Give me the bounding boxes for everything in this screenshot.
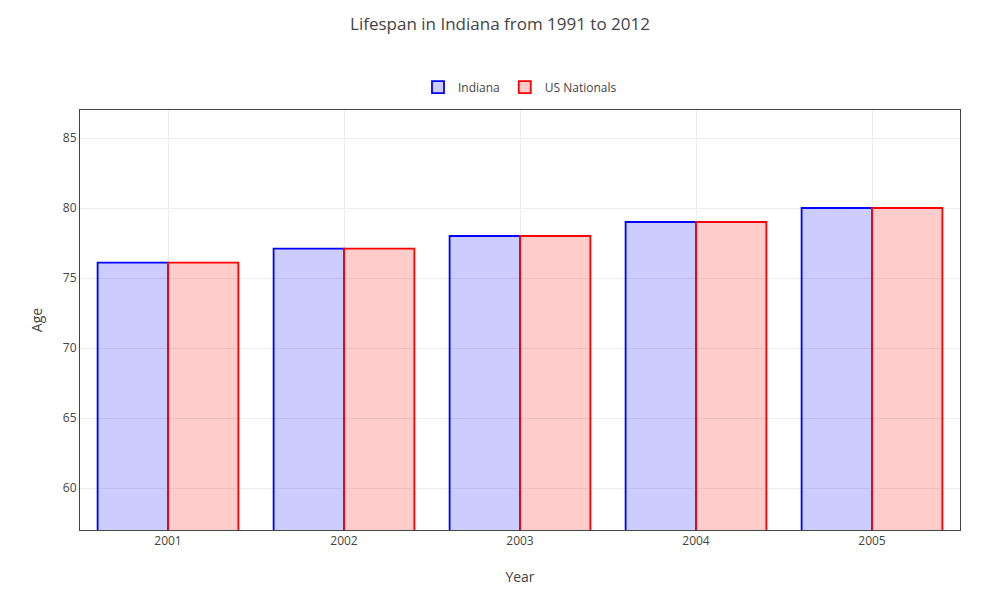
svg-text:80: 80 [63,199,77,216]
svg-text:65: 65 [63,409,77,426]
svg-text:Year: Year [505,567,534,586]
svg-text:75: 75 [63,269,77,286]
svg-text:85: 85 [63,129,77,146]
svg-text:2002: 2002 [330,532,358,549]
svg-text:2004: 2004 [682,532,710,549]
svg-text:Indiana: Indiana [458,79,500,96]
svg-text:2005: 2005 [858,532,886,549]
svg-text:70: 70 [63,339,77,356]
svg-text:60: 60 [63,479,77,496]
svg-text:Age: Age [27,308,46,332]
svg-text:2001: 2001 [154,532,181,549]
svg-text:2003: 2003 [506,532,534,549]
svg-text:US Nationals: US Nationals [545,79,617,96]
svg-text:Lifespan in Indiana from 1991: Lifespan in Indiana from 1991 to 2012 [350,12,650,35]
